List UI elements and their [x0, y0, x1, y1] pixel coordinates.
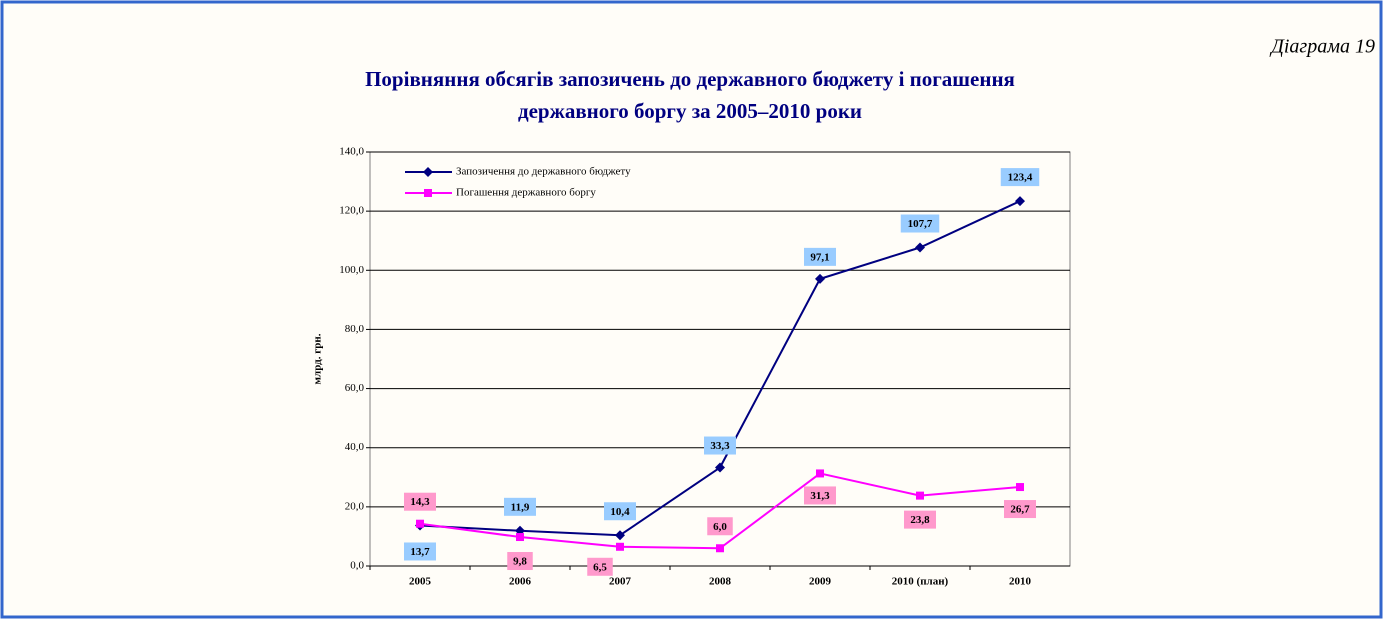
value-label-bg — [1000, 168, 1040, 187]
value-label-bg — [587, 557, 613, 576]
value-label-bg — [404, 492, 436, 511]
value-label-bg — [707, 517, 733, 536]
x-tick-label: 2010 — [1009, 576, 1032, 588]
chart-title: Порівняння обсягів запозичень до державн… — [365, 67, 1015, 91]
value-label: 6,0 — [713, 521, 727, 533]
annotation: Діаграма 19 — [1269, 36, 1375, 58]
point — [816, 469, 824, 478]
x-tick-label: 2007 — [609, 576, 632, 588]
point — [416, 519, 424, 528]
value-label-bg — [704, 436, 736, 455]
legend-label: Погашення державного боргу — [456, 187, 596, 199]
value-label-bg — [804, 247, 836, 266]
y-tick-label: 140,0 — [339, 146, 364, 158]
value-label: 14,3 — [410, 496, 430, 508]
value-label: 23,8 — [910, 514, 930, 526]
value-label-bg — [404, 542, 436, 561]
point — [1016, 483, 1024, 492]
value-label: 10,4 — [610, 506, 630, 518]
value-label: 97,1 — [810, 251, 829, 263]
value-label: 107,7 — [908, 218, 933, 230]
value-label: 6,5 — [593, 561, 607, 573]
y-tick-label: 40,0 — [345, 441, 365, 453]
value-label: 9,8 — [513, 556, 527, 568]
value-label-bg — [900, 214, 940, 233]
y-tick-label: 80,0 — [345, 323, 365, 335]
legend-marker — [424, 189, 432, 197]
x-tick-label: 2006 — [509, 576, 532, 588]
value-label-bg — [604, 502, 636, 521]
point — [615, 530, 625, 541]
value-label: 11,9 — [511, 501, 530, 513]
value-label-bg — [1004, 500, 1036, 519]
y-tick-label: 20,0 — [345, 500, 365, 512]
value-label: 123,4 — [1008, 172, 1033, 184]
y-tick-label: 60,0 — [345, 382, 365, 394]
value-label-bg — [504, 497, 536, 516]
value-label-bg — [804, 486, 836, 505]
legend-label: Запозичення до державного бюджету — [456, 166, 631, 178]
value-label: 26,7 — [1010, 504, 1030, 516]
value-label-bg — [507, 552, 533, 571]
value-label: 13,7 — [410, 546, 430, 558]
point — [916, 491, 924, 500]
point — [715, 462, 725, 473]
value-label: 33,3 — [710, 440, 730, 452]
x-tick-label: 2005 — [409, 576, 432, 588]
point — [1015, 196, 1025, 207]
x-tick-label: 2009 — [809, 576, 832, 588]
value-label: 31,3 — [810, 490, 830, 502]
legend-marker — [423, 167, 433, 177]
y-tick-label: 120,0 — [339, 205, 364, 217]
point — [915, 242, 925, 253]
y-tick-label: 0,0 — [350, 560, 364, 572]
point — [616, 542, 624, 551]
value-label-bg — [904, 510, 936, 529]
x-tick-label: 2010 (план) — [892, 576, 949, 588]
chart-title: державного боргу за 2005–2010 роки — [518, 99, 862, 123]
point — [516, 533, 524, 542]
x-tick-label: 2008 — [709, 576, 732, 588]
y-tick-label: 100,0 — [339, 264, 364, 276]
point — [815, 273, 825, 284]
y-axis-label: млрд. грн. — [312, 333, 324, 384]
point — [716, 544, 724, 553]
